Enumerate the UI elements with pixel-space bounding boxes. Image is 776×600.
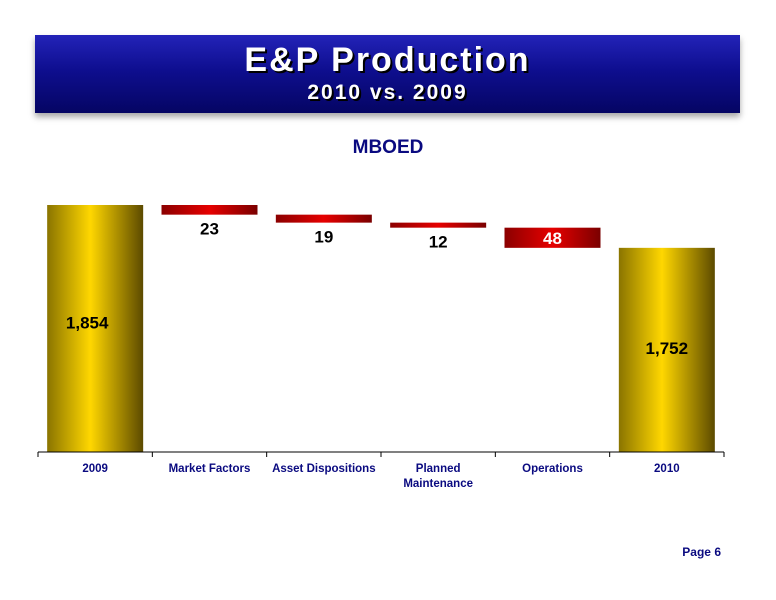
title-banner: E&P Production 2010 vs. 2009 bbox=[35, 35, 740, 113]
data-label: 19 bbox=[314, 228, 333, 247]
data-label: 23 bbox=[200, 220, 219, 239]
category-label: 2009 bbox=[82, 463, 108, 475]
category-label: Planned bbox=[416, 463, 461, 475]
data-label: 12 bbox=[429, 233, 448, 252]
category-label: 2010 bbox=[654, 463, 680, 475]
data-label: 48 bbox=[543, 229, 562, 248]
category-label: Asset Dispositions bbox=[272, 463, 376, 475]
total-bar bbox=[47, 205, 144, 452]
decrease-bar bbox=[275, 214, 372, 223]
category-label: Maintenance bbox=[403, 478, 473, 490]
data-label: 1,752 bbox=[646, 339, 689, 358]
category-label: Market Factors bbox=[169, 463, 251, 475]
decrease-bar bbox=[161, 205, 258, 215]
waterfall-chart: 2009 Market Factors Asset Dispositions Plan… bbox=[37, 205, 725, 490]
unit-label: MBOED bbox=[352, 137, 424, 158]
category-label: Operations bbox=[522, 463, 583, 475]
decrease-bar bbox=[504, 227, 601, 248]
total-bar bbox=[618, 247, 715, 452]
slide-title: E&P Production bbox=[244, 41, 531, 79]
data-label: 1,854 bbox=[66, 314, 109, 333]
slide-subtitle: 2010 vs. 2009 bbox=[307, 81, 468, 104]
decrease-bar bbox=[390, 222, 487, 228]
page-number: Page 6 bbox=[682, 545, 721, 559]
